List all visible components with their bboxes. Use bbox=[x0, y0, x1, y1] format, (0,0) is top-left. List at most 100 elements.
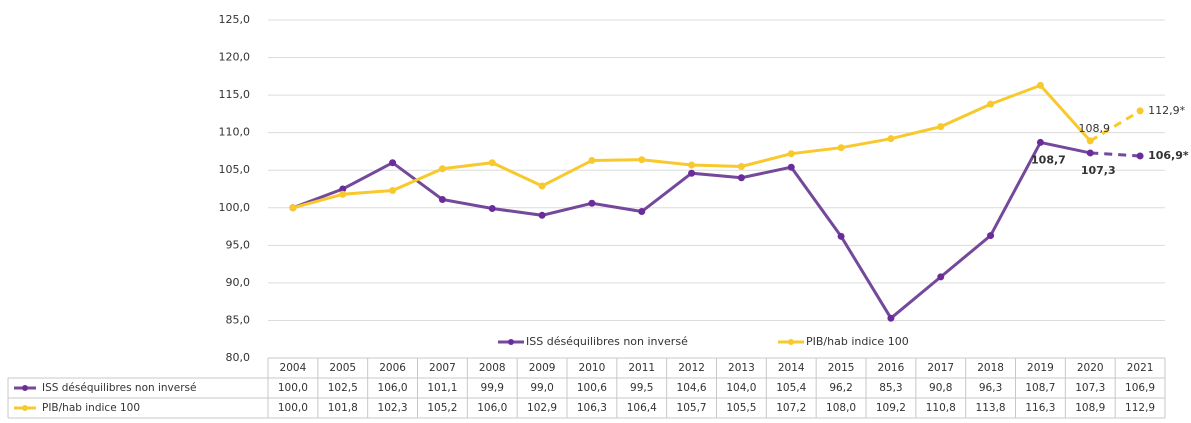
table-cell: 96,2 bbox=[829, 382, 852, 394]
table-cell: 100,6 bbox=[577, 382, 607, 394]
marker bbox=[987, 232, 995, 240]
x-tick-label: 2011 bbox=[628, 362, 655, 374]
table-cell: 106,3 bbox=[577, 402, 607, 414]
legend-label: ISS déséquilibres non inversé bbox=[526, 335, 688, 348]
series-line bbox=[292, 140, 1091, 321]
marker bbox=[887, 314, 895, 322]
marker bbox=[737, 162, 745, 170]
marker bbox=[289, 204, 297, 212]
table-row-label: PIB/hab indice 100 bbox=[42, 402, 140, 414]
marker bbox=[787, 150, 795, 158]
table-cell: 107,3 bbox=[1075, 382, 1105, 394]
y-tick-label: 110,0 bbox=[219, 126, 251, 139]
marker bbox=[488, 205, 496, 213]
table-cell: 105,5 bbox=[726, 402, 756, 414]
table-cell: 106,0 bbox=[477, 402, 507, 414]
marker bbox=[887, 135, 895, 143]
table-cell: 106,0 bbox=[378, 382, 408, 394]
marker bbox=[389, 159, 397, 167]
marker bbox=[389, 187, 397, 195]
x-tick-label: 2017 bbox=[927, 362, 954, 374]
table-cell: 85,3 bbox=[879, 382, 902, 394]
table-cell: 96,3 bbox=[979, 382, 1002, 394]
table-cell: 100,0 bbox=[278, 402, 308, 414]
marker bbox=[837, 144, 845, 152]
marker bbox=[438, 196, 446, 204]
legend-marker bbox=[508, 339, 514, 345]
x-tick-label: 2013 bbox=[728, 362, 755, 374]
legend-marker bbox=[22, 385, 28, 391]
marker bbox=[837, 232, 845, 240]
point-label: 106,9* bbox=[1148, 149, 1189, 162]
marker bbox=[488, 159, 496, 167]
point-label: 112,9* bbox=[1148, 104, 1185, 117]
table-cell: 99,9 bbox=[481, 382, 504, 394]
table-cell: 105,2 bbox=[427, 402, 457, 414]
y-tick-label: 90,0 bbox=[226, 276, 251, 289]
marker bbox=[339, 190, 347, 198]
table-cell: 101,1 bbox=[427, 382, 457, 394]
y-tick-label: 95,0 bbox=[226, 238, 251, 251]
marker bbox=[538, 182, 546, 190]
marker bbox=[538, 211, 546, 219]
x-tick-label: 2005 bbox=[329, 362, 356, 374]
marker bbox=[588, 199, 596, 207]
marker bbox=[787, 163, 795, 171]
marker bbox=[638, 208, 646, 216]
x-tick-label: 2008 bbox=[479, 362, 506, 374]
marker bbox=[1036, 81, 1044, 89]
table-cell: 104,0 bbox=[726, 382, 756, 394]
table-cell: 109,2 bbox=[876, 402, 906, 414]
marker bbox=[1086, 137, 1094, 145]
legend-marker bbox=[22, 405, 28, 411]
marker bbox=[1136, 152, 1144, 160]
x-tick-label: 2004 bbox=[280, 362, 307, 374]
marker bbox=[937, 273, 945, 281]
x-tick-label: 2012 bbox=[678, 362, 705, 374]
table-cell: 100,0 bbox=[278, 382, 308, 394]
table-cell: 107,2 bbox=[776, 402, 806, 414]
y-tick-label: 105,0 bbox=[219, 163, 251, 176]
marker bbox=[339, 185, 347, 193]
table-cell: 106,4 bbox=[627, 402, 657, 414]
y-tick-label: 125,0 bbox=[219, 13, 251, 26]
table-cell: 90,8 bbox=[929, 382, 952, 394]
table-cell: 108,9 bbox=[1075, 402, 1105, 414]
table-cell: 108,0 bbox=[826, 402, 856, 414]
x-tick-label: 2010 bbox=[579, 362, 606, 374]
point-label: 107,3 bbox=[1081, 164, 1116, 177]
table-cell: 110,8 bbox=[926, 402, 956, 414]
table-cell: 102,5 bbox=[328, 382, 358, 394]
marker bbox=[937, 123, 945, 131]
x-tick-label: 2009 bbox=[529, 362, 556, 374]
x-tick-label: 2016 bbox=[878, 362, 905, 374]
x-tick-label: 2015 bbox=[828, 362, 855, 374]
table-cell: 108,7 bbox=[1025, 382, 1055, 394]
table-cell: 104,6 bbox=[677, 382, 707, 394]
legend-label: PIB/hab indice 100 bbox=[806, 335, 909, 348]
x-tick-label: 2020 bbox=[1077, 362, 1104, 374]
point-label: 108,9 bbox=[1079, 122, 1111, 135]
x-tick-label: 2018 bbox=[977, 362, 1004, 374]
series-line-estimate bbox=[1090, 151, 1141, 158]
marker bbox=[438, 165, 446, 173]
x-tick-label: 2019 bbox=[1027, 362, 1054, 374]
x-tick-label: 2021 bbox=[1127, 362, 1154, 374]
x-tick-label: 2007 bbox=[429, 362, 456, 374]
table-cell: 105,4 bbox=[776, 382, 806, 394]
marker bbox=[987, 100, 995, 108]
series-line-estimate bbox=[1089, 109, 1141, 143]
table-cell: 113,8 bbox=[976, 402, 1006, 414]
x-tick-label: 2006 bbox=[379, 362, 406, 374]
marker bbox=[737, 174, 745, 182]
y-tick-label: 85,0 bbox=[226, 313, 251, 326]
marker bbox=[688, 169, 696, 177]
marker bbox=[1036, 138, 1044, 146]
marker bbox=[1136, 107, 1144, 115]
table-cell: 112,9 bbox=[1125, 402, 1155, 414]
table-cell: 99,0 bbox=[530, 382, 553, 394]
marker bbox=[638, 156, 646, 164]
table-cell: 116,3 bbox=[1025, 402, 1055, 414]
table-cell: 105,7 bbox=[677, 402, 707, 414]
